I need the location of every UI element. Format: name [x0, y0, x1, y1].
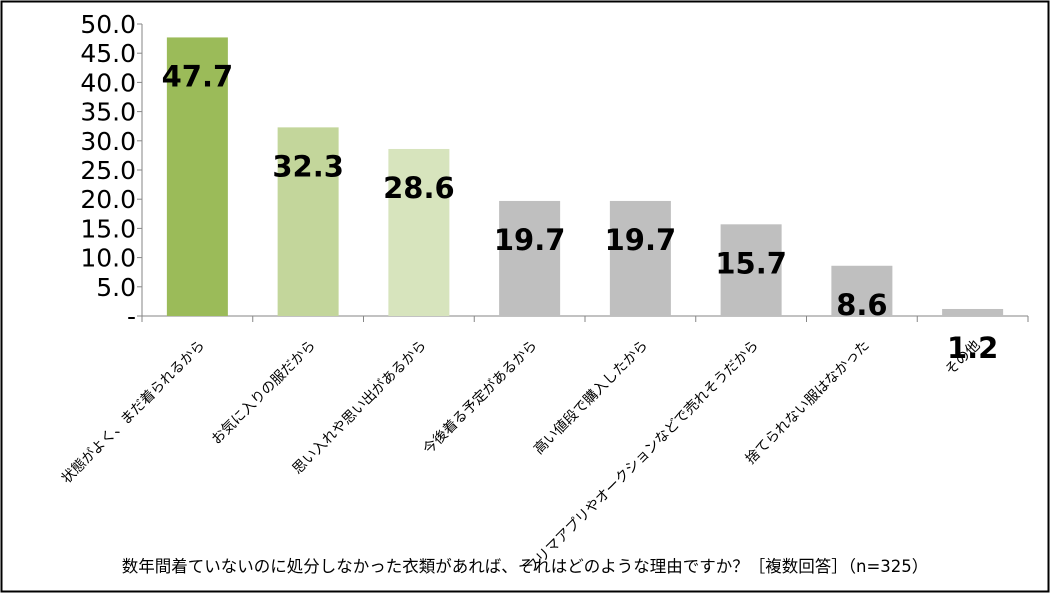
- data-label: 15.7: [715, 246, 787, 280]
- y-tick-label: 5.0: [96, 273, 136, 302]
- data-label: 19.7: [494, 223, 566, 257]
- x-axis-title: 数年間着ていないのに処分しなかった衣類があれば、それはどのような理由ですか？［複…: [122, 557, 929, 576]
- y-tick-label: -: [127, 302, 136, 331]
- y-axis: -5.010.015.020.025.030.035.040.045.050.0: [80, 10, 143, 331]
- y-tick-label: 10.0: [80, 244, 136, 273]
- bars: [166, 37, 1004, 316]
- bar: [388, 148, 450, 316]
- bar: [831, 265, 893, 316]
- bar: [166, 37, 228, 316]
- data-label: 1.2: [947, 331, 998, 365]
- y-tick-label: 45.0: [80, 39, 136, 68]
- bar: [609, 200, 671, 316]
- bar: [499, 200, 561, 316]
- y-tick-label: 50.0: [80, 10, 136, 39]
- bar: [720, 224, 782, 316]
- data-label: 28.6: [383, 171, 455, 205]
- y-tick-label: 40.0: [80, 68, 136, 97]
- y-tick-label: 25.0: [80, 156, 136, 185]
- data-label: 32.3: [272, 149, 344, 183]
- data-label: 47.7: [162, 59, 234, 93]
- bar: [942, 308, 1004, 316]
- data-label: 8.6: [836, 288, 887, 322]
- bar: [277, 127, 339, 316]
- y-tick-label: 30.0: [80, 127, 136, 156]
- data-labels: 47.7 32.3 28.6 19.7 19.7 15.7 8.6 1.2: [162, 59, 999, 365]
- y-tick-label: 35.0: [80, 98, 136, 127]
- y-tick-label: 20.0: [80, 185, 136, 214]
- y-tick-label: 15.0: [80, 214, 136, 243]
- data-label: 19.7: [605, 223, 677, 257]
